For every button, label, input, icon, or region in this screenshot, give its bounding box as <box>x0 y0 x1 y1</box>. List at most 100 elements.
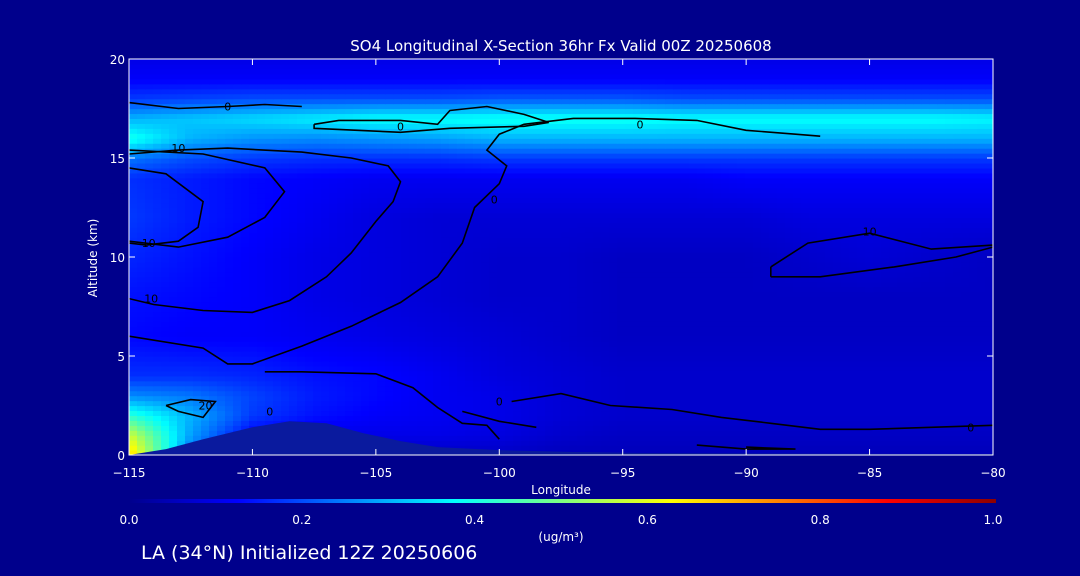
heatmap-cell <box>233 351 242 357</box>
heatmap-cell <box>961 232 970 238</box>
heatmap-cell <box>449 316 458 322</box>
heatmap-cell <box>409 261 418 268</box>
heatmap-cell <box>553 400 562 407</box>
heatmap-cell <box>865 252 874 258</box>
heatmap-cell <box>201 242 210 248</box>
heatmap-cell <box>897 227 906 233</box>
heatmap-cell <box>497 247 506 253</box>
heatmap-cell <box>625 291 634 298</box>
heatmap-cell <box>953 242 962 248</box>
heatmap-cell <box>857 257 866 263</box>
heatmap-cell <box>369 385 378 392</box>
heatmap-cell <box>473 360 482 367</box>
heatmap-cell <box>865 351 874 357</box>
heatmap-cell <box>257 237 266 243</box>
heatmap-cell <box>785 351 794 357</box>
heatmap-cell <box>689 306 698 313</box>
heatmap-cell <box>217 400 226 407</box>
heatmap-cell <box>905 291 914 298</box>
heatmap-cell <box>737 445 746 451</box>
heatmap-cell <box>265 336 274 342</box>
heatmap-cell <box>193 420 202 426</box>
heatmap-cell <box>513 252 522 258</box>
heatmap-cell <box>353 291 362 298</box>
heatmap-cell <box>521 227 530 233</box>
heatmap-cell <box>657 375 666 382</box>
heatmap-cell <box>689 395 698 402</box>
heatmap-cell <box>793 395 802 402</box>
heatmap-cell <box>169 356 178 362</box>
heatmap-cell <box>241 311 250 317</box>
heatmap-cell <box>281 281 290 288</box>
heatmap-cell <box>849 296 858 303</box>
heatmap-cell <box>521 271 530 278</box>
heatmap-cell <box>641 370 650 377</box>
heatmap-cell <box>441 390 450 397</box>
heatmap-cell <box>889 252 898 258</box>
heatmap-cell <box>593 336 602 342</box>
heatmap-cell <box>385 257 394 263</box>
heatmap-cell <box>953 346 962 352</box>
heatmap-cell <box>657 430 666 436</box>
heatmap-cell <box>753 420 762 426</box>
heatmap-cell <box>481 380 490 387</box>
heatmap-cell <box>937 291 946 298</box>
heatmap-cell <box>593 425 602 431</box>
heatmap-cell <box>361 261 370 268</box>
heatmap-cell <box>865 415 874 421</box>
heatmap-cell <box>561 356 570 362</box>
heatmap-cell <box>177 276 186 283</box>
heatmap-cell <box>577 336 586 342</box>
heatmap-cell <box>841 316 850 322</box>
heatmap-cell <box>521 380 530 387</box>
heatmap-cell <box>209 326 218 332</box>
heatmap-cell <box>625 266 634 273</box>
heatmap-cell <box>473 326 482 332</box>
heatmap-cell <box>353 257 362 263</box>
heatmap-cell <box>657 247 666 253</box>
heatmap-cell <box>681 430 690 436</box>
heatmap-cell <box>185 341 194 347</box>
heatmap-cell <box>785 286 794 293</box>
heatmap-cell <box>657 415 666 421</box>
heatmap-cell <box>129 232 138 238</box>
heatmap-cell <box>289 385 298 392</box>
heatmap-cell <box>977 271 986 278</box>
heatmap-cell <box>449 247 458 253</box>
heatmap-cell <box>945 271 954 278</box>
heatmap-cell <box>833 450 842 455</box>
heatmap-cell <box>969 316 978 322</box>
heatmap-cell <box>969 435 978 441</box>
heatmap-cell <box>409 301 418 308</box>
heatmap-cell <box>465 301 474 308</box>
heatmap-cell <box>889 370 898 377</box>
heatmap-cell <box>585 326 594 332</box>
heatmap-cell <box>553 425 562 431</box>
heatmap-cell <box>481 410 490 416</box>
heatmap-cell <box>369 336 378 342</box>
heatmap-cell <box>233 425 242 431</box>
heatmap-cell <box>753 410 762 416</box>
heatmap-cell <box>569 247 578 253</box>
heatmap-cell <box>697 390 706 397</box>
heatmap-cell <box>401 247 410 253</box>
heatmap-cell <box>249 405 258 412</box>
heatmap-cell <box>497 420 506 426</box>
heatmap-cell <box>737 430 746 436</box>
heatmap-cell <box>505 271 514 278</box>
heatmap-cell <box>449 286 458 293</box>
heatmap-cell <box>441 405 450 412</box>
heatmap-cell <box>425 346 434 352</box>
heatmap-cell <box>825 291 834 298</box>
heatmap-cell <box>337 410 346 416</box>
heatmap-cell <box>945 385 954 392</box>
heatmap-cell <box>561 425 570 431</box>
heatmap-cell <box>257 286 266 293</box>
heatmap-cell <box>833 365 842 372</box>
heatmap-cell <box>377 326 386 332</box>
heatmap-cell <box>977 425 986 431</box>
heatmap-cell <box>737 356 746 362</box>
heatmap-cell <box>657 266 666 273</box>
heatmap-cell <box>937 365 946 372</box>
heatmap-cell <box>961 301 970 308</box>
